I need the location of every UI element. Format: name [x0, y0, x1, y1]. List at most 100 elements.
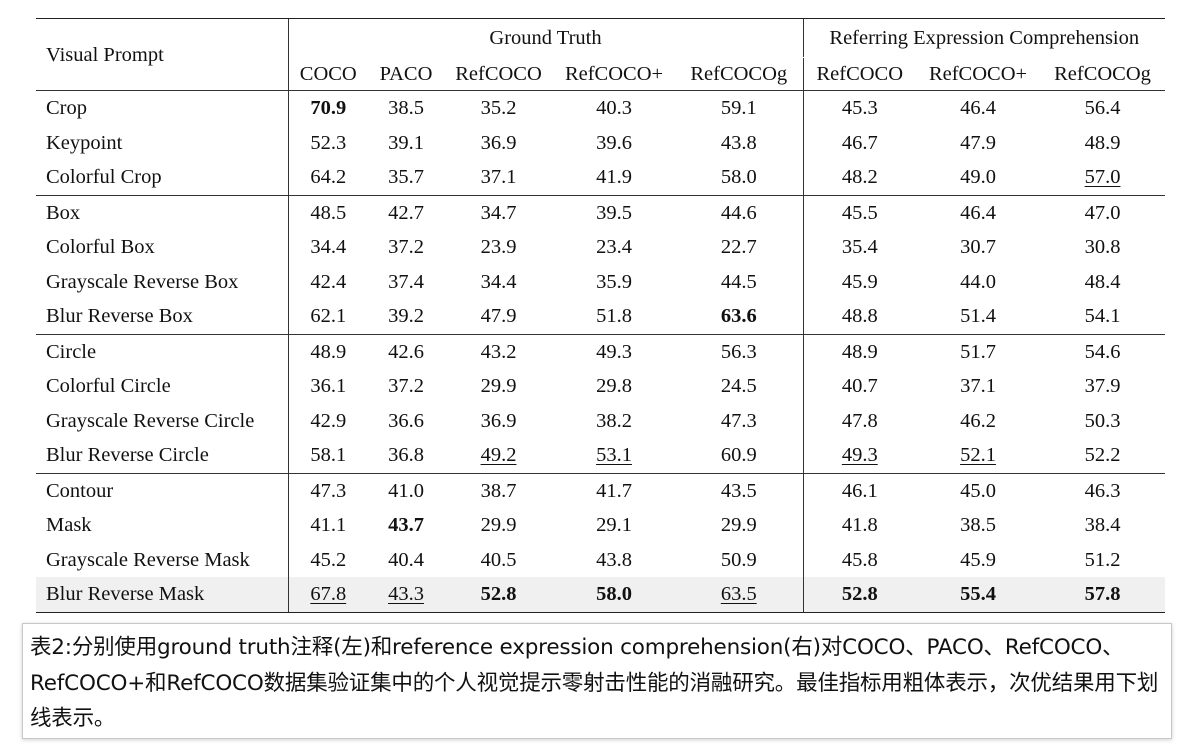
- cell-value: 39.1: [388, 131, 424, 154]
- table-cell: 53.1: [553, 438, 675, 473]
- table-cell: 29.1: [553, 508, 675, 543]
- table-cell: 44.5: [675, 265, 803, 300]
- cell-value: 34.4: [480, 270, 517, 293]
- cell-value: 45.3: [841, 97, 878, 120]
- table-cell: 30.8: [1040, 230, 1165, 265]
- table-cell: 54.1: [1040, 299, 1165, 334]
- table-cell: 39.6: [553, 126, 675, 161]
- cell-value: 49.3: [596, 340, 632, 363]
- table-cell: 42.6: [368, 333, 444, 369]
- table-cell: 58.1: [287, 438, 368, 473]
- table-cell: 41.9: [553, 160, 675, 195]
- table-cell: 49.3: [802, 438, 917, 473]
- table-cell: 29.8: [553, 369, 675, 404]
- cell-value: 45.2: [310, 548, 347, 571]
- cell-value: 37.9: [1084, 375, 1121, 398]
- cell-value: 56.4: [1084, 97, 1121, 120]
- cell-value: 43.7: [388, 514, 424, 537]
- cell-value: 57.0: [1084, 166, 1121, 189]
- table-cell: 35.4: [802, 230, 917, 265]
- cell-value: 45.0: [960, 479, 996, 502]
- row-label: Blur Reverse Box: [46, 305, 193, 328]
- cell-value: 46.7: [841, 131, 878, 154]
- table-cell: 55.4: [916, 577, 1041, 613]
- table-cell: 45.0: [916, 472, 1041, 508]
- cell-value: 36.8: [388, 444, 424, 467]
- cell-value: 46.4: [960, 97, 996, 120]
- cell-value: 70.9: [310, 97, 347, 120]
- table-cell: 37.1: [444, 160, 553, 195]
- cell-value: 52.2: [1084, 444, 1121, 467]
- table-row: Colorful Circle 36.1 37.2 29.9 29.8 24.5 40.7 3…: [36, 369, 1165, 404]
- table-row: Circle 48.9 42.6 43.2 49.3 56.3 48.9 51.7 54.6: [36, 333, 1166, 369]
- cell-value: 40.5: [480, 548, 517, 571]
- table-cell: 38.5: [916, 508, 1040, 543]
- cell-value: 30.8: [1084, 236, 1121, 259]
- cell-value: 42.6: [388, 340, 424, 363]
- table-cell: 48.5: [287, 194, 368, 230]
- table-cell: 52.2: [1040, 438, 1165, 473]
- table-cell: 41.8: [802, 508, 917, 543]
- table-cell: 41.1: [287, 508, 368, 543]
- cell-value: 34.7: [480, 201, 517, 224]
- cell-value: 47.3: [720, 409, 757, 432]
- cell-value: 47.0: [1084, 201, 1121, 224]
- table-cell: 35.7: [368, 160, 444, 195]
- cell-value: 36.9: [480, 409, 517, 432]
- column-header: RefCOCO+: [553, 57, 675, 91]
- table-body: Crop 70.9 38.5 35.2 40.3 59.1 45.3 46.4 56.4 Keyp…: [36, 90, 1166, 613]
- table-row: Crop 70.9 38.5 35.2 40.3 59.1 45.3 46.4 56.4: [36, 90, 1165, 126]
- cell-value: 24.5: [720, 375, 757, 398]
- cell-value: 43.8: [596, 548, 632, 571]
- cell-value: 51.7: [960, 340, 996, 363]
- table-cell: 49.3: [553, 333, 675, 369]
- table-row: Grayscale Reverse Circle 42.9 36.6 36.9 38.2…: [36, 403, 1165, 438]
- cell-value: 38.2: [596, 409, 632, 432]
- cell-value: 47.9: [480, 305, 517, 328]
- cell-value: 58.1: [310, 444, 347, 467]
- table-cell: 49.2: [444, 438, 553, 473]
- table-cell: 50.9: [675, 543, 803, 578]
- table-cell: 51.7: [916, 333, 1041, 369]
- row-label: Colorful Circle: [46, 375, 171, 398]
- cell-value: 42.9: [310, 409, 347, 432]
- cell-value: 49.0: [960, 166, 996, 189]
- table-row: Grayscale Reverse Box 42.4 37.4 34.4 35.9 44.…: [36, 264, 1165, 300]
- row-label: Grayscale Reverse Mask: [46, 548, 250, 571]
- cell-value: 51.2: [1084, 548, 1121, 571]
- cell-value: 64.2: [310, 166, 347, 189]
- cell-value: 23.4: [596, 236, 632, 259]
- column-header: RefCOCO+: [916, 57, 1041, 91]
- cell-value: 39.6: [596, 131, 632, 154]
- row-label: Contour: [36, 472, 288, 508]
- cell-value: 38.5: [388, 97, 424, 120]
- cell-value: 43.5: [720, 479, 757, 502]
- cell-value: 43.2: [480, 340, 517, 363]
- table-row: Colorful Crop 64.2 35.7 37.1 41.9 58.0 48.2 49.…: [36, 160, 1165, 195]
- cell-value: 41.9: [596, 166, 632, 189]
- table-row: Colorful Box 34.4 37.2 23.9 23.4 22.7 35.4 30.7…: [36, 230, 1165, 265]
- table-cell: 37.4: [368, 265, 444, 300]
- cell-value: 51.4: [960, 305, 996, 328]
- row-label: Grayscale Reverse Circle: [46, 409, 255, 432]
- table-cell: 47.9: [444, 299, 553, 334]
- table-cell: 38.5: [368, 91, 444, 126]
- table-cell: 48.8: [802, 299, 917, 334]
- table-cell: 42.9: [287, 403, 368, 438]
- cell-value: 29.9: [480, 514, 517, 537]
- cell-value: 47.8: [841, 409, 878, 432]
- table-cell: 60.9: [675, 438, 803, 473]
- row-label: Box: [36, 194, 288, 230]
- table-cell: 42.4: [287, 264, 368, 299]
- table-cell: 45.8: [802, 542, 917, 577]
- table-cell: 67.8: [287, 577, 368, 613]
- cell-value: 50.3: [1084, 409, 1121, 432]
- cell-value: 34.4: [310, 236, 347, 259]
- cell-value: 22.7: [720, 236, 757, 259]
- cell-value: 67.8: [310, 583, 347, 606]
- results-table: Visual Prompt Ground Truth Referring Exp…: [36, 18, 1166, 613]
- cell-value: 43.8: [720, 131, 757, 154]
- cell-value: 46.1: [841, 479, 878, 502]
- cell-value: 48.2: [841, 166, 878, 189]
- cell-value: 35.2: [480, 97, 517, 120]
